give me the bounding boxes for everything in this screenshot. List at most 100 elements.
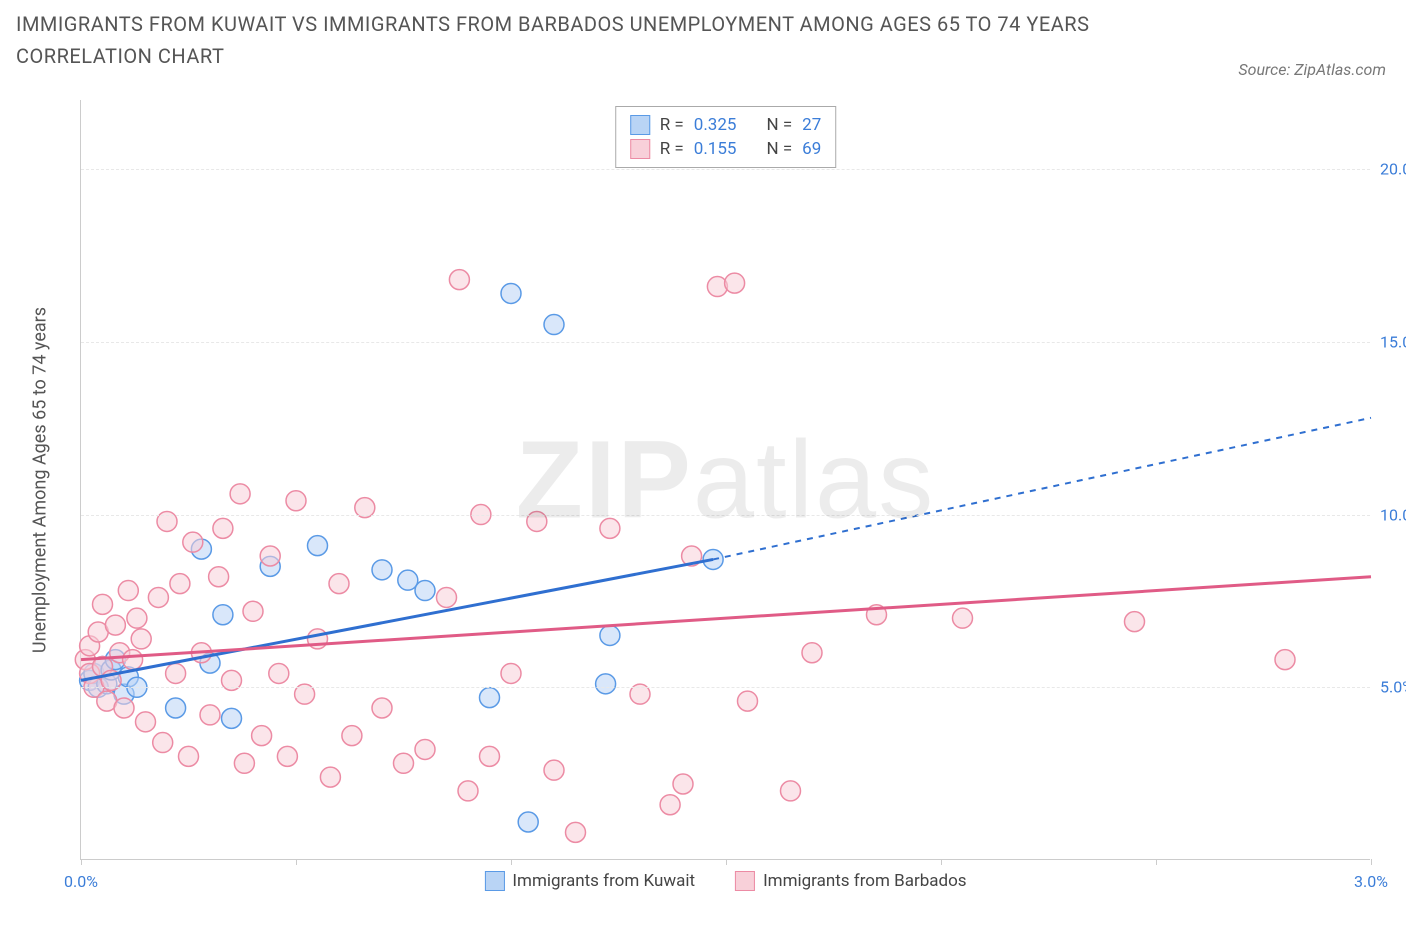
legend-item-barbados: Immigrants from Barbados <box>735 871 967 891</box>
trend-line-dashed <box>713 418 1371 560</box>
scatter-point <box>179 746 199 766</box>
chart-area: Unemployment Among Ages 65 to 74 years R… <box>50 100 1390 860</box>
ytick-label: 15.0% <box>1380 332 1406 351</box>
scatter-point <box>437 587 457 607</box>
gridline <box>81 342 1370 343</box>
scatter-point <box>148 587 168 607</box>
scatter-point <box>480 688 500 708</box>
scatter-point <box>127 608 147 628</box>
ytick-label: 10.0% <box>1380 505 1406 524</box>
scatter-point <box>200 705 220 725</box>
scatter-point <box>372 698 392 718</box>
scatter-point <box>596 674 616 694</box>
xtick <box>1371 859 1372 865</box>
source-label: Source: ZipAtlas.com <box>1238 60 1386 79</box>
r-label: R = <box>660 115 684 135</box>
r-value-kuwait: 0.325 <box>694 115 737 135</box>
scatter-point <box>394 753 414 773</box>
trend-line <box>81 577 1371 660</box>
gridline <box>81 515 1370 516</box>
scatter-point <box>114 698 134 718</box>
n-value-kuwait: 27 <box>802 115 821 135</box>
scatter-point <box>118 581 138 601</box>
scatter-point <box>308 536 328 556</box>
scatter-point <box>501 663 521 683</box>
n-value-barbados: 69 <box>802 139 821 159</box>
scatter-point <box>600 518 620 538</box>
scatter-point <box>105 615 125 635</box>
swatch-kuwait-icon <box>484 871 504 891</box>
r-value-barbados: 0.155 <box>694 139 737 159</box>
gridline <box>81 169 1370 170</box>
gridline <box>81 687 1370 688</box>
scatter-point <box>213 605 233 625</box>
scatter-point <box>320 767 340 787</box>
scatter-point <box>953 608 973 628</box>
scatter-point <box>518 812 538 832</box>
scatter-point <box>802 643 822 663</box>
scatter-point <box>286 491 306 511</box>
scatter-point <box>480 746 500 766</box>
plot-svg <box>81 100 1370 859</box>
scatter-point <box>183 532 203 552</box>
xtick <box>941 859 942 865</box>
scatter-point <box>544 760 564 780</box>
n-label: N = <box>766 115 792 135</box>
legend-row-barbados: R = 0.155 N = 69 <box>630 137 822 161</box>
swatch-barbados-icon <box>735 871 755 891</box>
scatter-point <box>673 774 693 794</box>
legend-label-barbados: Immigrants from Barbados <box>763 871 967 891</box>
xtick <box>1156 859 1157 865</box>
scatter-point <box>209 567 229 587</box>
scatter-point <box>725 273 745 293</box>
scatter-point <box>153 733 173 753</box>
swatch-barbados <box>630 139 650 159</box>
scatter-point <box>230 484 250 504</box>
scatter-point <box>415 739 435 759</box>
legend-row-kuwait: R = 0.325 N = 27 <box>630 113 822 137</box>
scatter-point <box>260 546 280 566</box>
scatter-point <box>1125 612 1145 632</box>
scatter-point <box>222 708 242 728</box>
chart-title: IMMIGRANTS FROM KUWAIT VS IMMIGRANTS FRO… <box>16 8 1166 72</box>
scatter-point <box>449 270 469 290</box>
scatter-point <box>93 594 113 614</box>
xtick <box>726 859 727 865</box>
scatter-point <box>329 574 349 594</box>
ytick-label: 20.0% <box>1380 160 1406 179</box>
scatter-point <box>234 753 254 773</box>
series-legend: Immigrants from Kuwait Immigrants from B… <box>484 871 966 891</box>
scatter-point <box>131 629 151 649</box>
n-label: N = <box>766 139 792 159</box>
scatter-point <box>544 315 564 335</box>
scatter-point <box>342 726 362 746</box>
scatter-point <box>269 663 289 683</box>
scatter-point <box>136 712 156 732</box>
correlation-legend: R = 0.325 N = 27 R = 0.155 N = 69 <box>615 106 837 168</box>
scatter-point <box>213 518 233 538</box>
scatter-point <box>415 581 435 601</box>
scatter-point <box>501 283 521 303</box>
scatter-point <box>170 574 190 594</box>
xtick <box>81 859 82 865</box>
scatter-point <box>458 781 478 801</box>
xtick <box>296 859 297 865</box>
plot-box: R = 0.325 N = 27 R = 0.155 N = 69 ZIPatl… <box>80 100 1370 860</box>
scatter-point <box>166 698 186 718</box>
scatter-point <box>781 781 801 801</box>
scatter-point <box>372 560 392 580</box>
y-axis-label: Unemployment Among Ages 65 to 74 years <box>30 307 51 653</box>
scatter-point <box>707 277 727 297</box>
swatch-kuwait <box>630 115 650 135</box>
r-label: R = <box>660 139 684 159</box>
xtick <box>511 859 512 865</box>
scatter-point <box>600 625 620 645</box>
scatter-point <box>1275 650 1295 670</box>
xtick-label: 3.0% <box>1354 872 1388 891</box>
xtick-label: 0.0% <box>64 872 98 891</box>
ytick-label: 5.0% <box>1380 678 1406 697</box>
scatter-point <box>166 663 186 683</box>
scatter-point <box>123 650 143 670</box>
legend-item-kuwait: Immigrants from Kuwait <box>484 871 695 891</box>
scatter-point <box>566 822 586 842</box>
